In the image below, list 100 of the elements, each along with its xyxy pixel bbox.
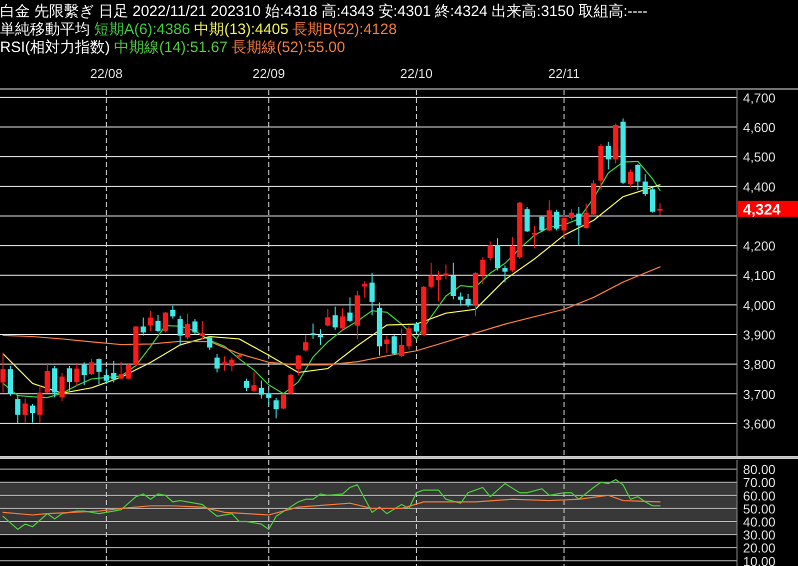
text: 短期A(6):4386 bbox=[94, 21, 194, 38]
candlestick bbox=[15, 394, 20, 424]
candlestick bbox=[59, 372, 65, 402]
y-tick-label: 60.00 bbox=[743, 488, 776, 504]
candlestick bbox=[30, 404, 36, 424]
candlestick bbox=[303, 334, 308, 352]
x-tick-label: 22/09 bbox=[252, 66, 286, 81]
candlestick bbox=[274, 397, 279, 419]
line-series bbox=[2, 494, 661, 516]
candlestick bbox=[576, 206, 582, 246]
candlestick bbox=[480, 256, 486, 284]
candlestick bbox=[280, 393, 286, 410]
candlestick bbox=[37, 385, 43, 424]
candlestick bbox=[414, 322, 419, 334]
chart-title: 白金 先限繫ぎ 日足 2022/11/21 202310 始:4318 高:4343 安:4301 終:4324 出来高:3150 取組高:---- bbox=[0, 3, 648, 20]
candlestick bbox=[200, 320, 205, 340]
y-tick-label: 4,600 bbox=[743, 120, 776, 136]
candlestick bbox=[502, 264, 508, 283]
candlestick bbox=[22, 398, 28, 424]
y-tick-label: 3,900 bbox=[743, 327, 776, 342]
y-tick-label: 20.00 bbox=[743, 540, 776, 556]
candlestick bbox=[184, 314, 190, 340]
candlestick bbox=[554, 209, 560, 231]
y-tick-label: 3,700 bbox=[743, 386, 776, 402]
candlestick bbox=[318, 328, 324, 346]
candlestick bbox=[384, 334, 390, 354]
candlestick bbox=[244, 378, 250, 392]
candlestick bbox=[362, 280, 368, 298]
y-tick-label: 4,100 bbox=[743, 268, 776, 284]
candlestick bbox=[296, 354, 301, 376]
y-tick-label: 30.00 bbox=[743, 528, 776, 543]
candlestick bbox=[642, 174, 648, 197]
y-tick-label: 4,000 bbox=[743, 298, 776, 313]
y-tick-label: 3,800 bbox=[743, 357, 776, 372]
text: 中期(13):4405 bbox=[194, 21, 293, 38]
candlestick bbox=[568, 208, 574, 221]
candlestick bbox=[561, 214, 567, 238]
candlestick bbox=[258, 380, 264, 400]
candlestick bbox=[392, 334, 397, 356]
candlestick bbox=[628, 168, 634, 188]
candlestick bbox=[428, 262, 434, 290]
candlestick bbox=[251, 372, 257, 392]
candlestick bbox=[488, 240, 493, 261]
candlestick bbox=[266, 390, 272, 406]
line-series bbox=[2, 479, 661, 530]
candlestick bbox=[635, 164, 640, 190]
y-tick-label: 80.00 bbox=[743, 462, 776, 478]
candlestick bbox=[74, 364, 80, 386]
candlestick bbox=[96, 358, 102, 384]
candlestick bbox=[155, 314, 161, 333]
y-tick-label: 4,400 bbox=[743, 179, 776, 194]
y-tick-label: 10.00 bbox=[743, 554, 776, 566]
y-tick-label: 50.00 bbox=[743, 501, 776, 516]
candlestick bbox=[546, 200, 552, 232]
candlestick bbox=[126, 364, 132, 380]
y-tick-label: 70.00 bbox=[743, 475, 776, 490]
candlestick bbox=[66, 365, 72, 392]
candlestick bbox=[539, 214, 544, 232]
candlestick bbox=[347, 296, 353, 323]
text: 長期B(52):4128 bbox=[292, 21, 397, 38]
candlestick bbox=[104, 368, 109, 384]
candlestick bbox=[111, 360, 116, 384]
candlestick bbox=[584, 203, 589, 230]
text: 長期線(52):55.00 bbox=[232, 39, 346, 56]
candlestick bbox=[650, 186, 656, 214]
candlestick bbox=[44, 364, 50, 394]
candlestick bbox=[0, 352, 6, 394]
candlestick bbox=[178, 315, 183, 346]
candlestick bbox=[118, 361, 124, 380]
candlestick bbox=[192, 318, 198, 335]
candlestick bbox=[88, 358, 94, 376]
candlestick bbox=[370, 272, 375, 316]
y-tick-label: 4,500 bbox=[743, 150, 776, 165]
text: 中期線(14):51.67 bbox=[114, 39, 232, 56]
candlestick bbox=[443, 264, 449, 280]
x-tick-label: 22/11 bbox=[548, 66, 580, 81]
candlestick bbox=[606, 141, 611, 170]
candlestick bbox=[332, 306, 338, 330]
legend-title: 単純移動平均 bbox=[0, 21, 94, 38]
candlestick bbox=[82, 362, 87, 386]
x-tick-label: 22/08 bbox=[90, 66, 123, 81]
candlestick bbox=[229, 357, 234, 372]
text: 4,324 bbox=[743, 201, 782, 218]
candlestick bbox=[148, 310, 154, 332]
legend-title: RSI(相対力指数) bbox=[0, 39, 114, 56]
candlestick bbox=[494, 238, 500, 271]
candlestick bbox=[214, 354, 220, 373]
candlestick bbox=[325, 308, 330, 327]
candlestick bbox=[170, 305, 176, 319]
candlestick bbox=[458, 292, 464, 306]
y-tick-label: 3,600 bbox=[743, 416, 776, 432]
candlestick bbox=[399, 328, 404, 358]
candlestick bbox=[140, 317, 146, 336]
candlestick bbox=[436, 270, 442, 302]
candlestick bbox=[465, 293, 471, 308]
candlestick bbox=[524, 206, 530, 232]
y-tick-label: 4,700 bbox=[743, 90, 776, 106]
y-tick-label: 40.00 bbox=[743, 514, 776, 530]
candlestick bbox=[450, 262, 456, 300]
y-tick-label: 4,200 bbox=[743, 238, 776, 254]
